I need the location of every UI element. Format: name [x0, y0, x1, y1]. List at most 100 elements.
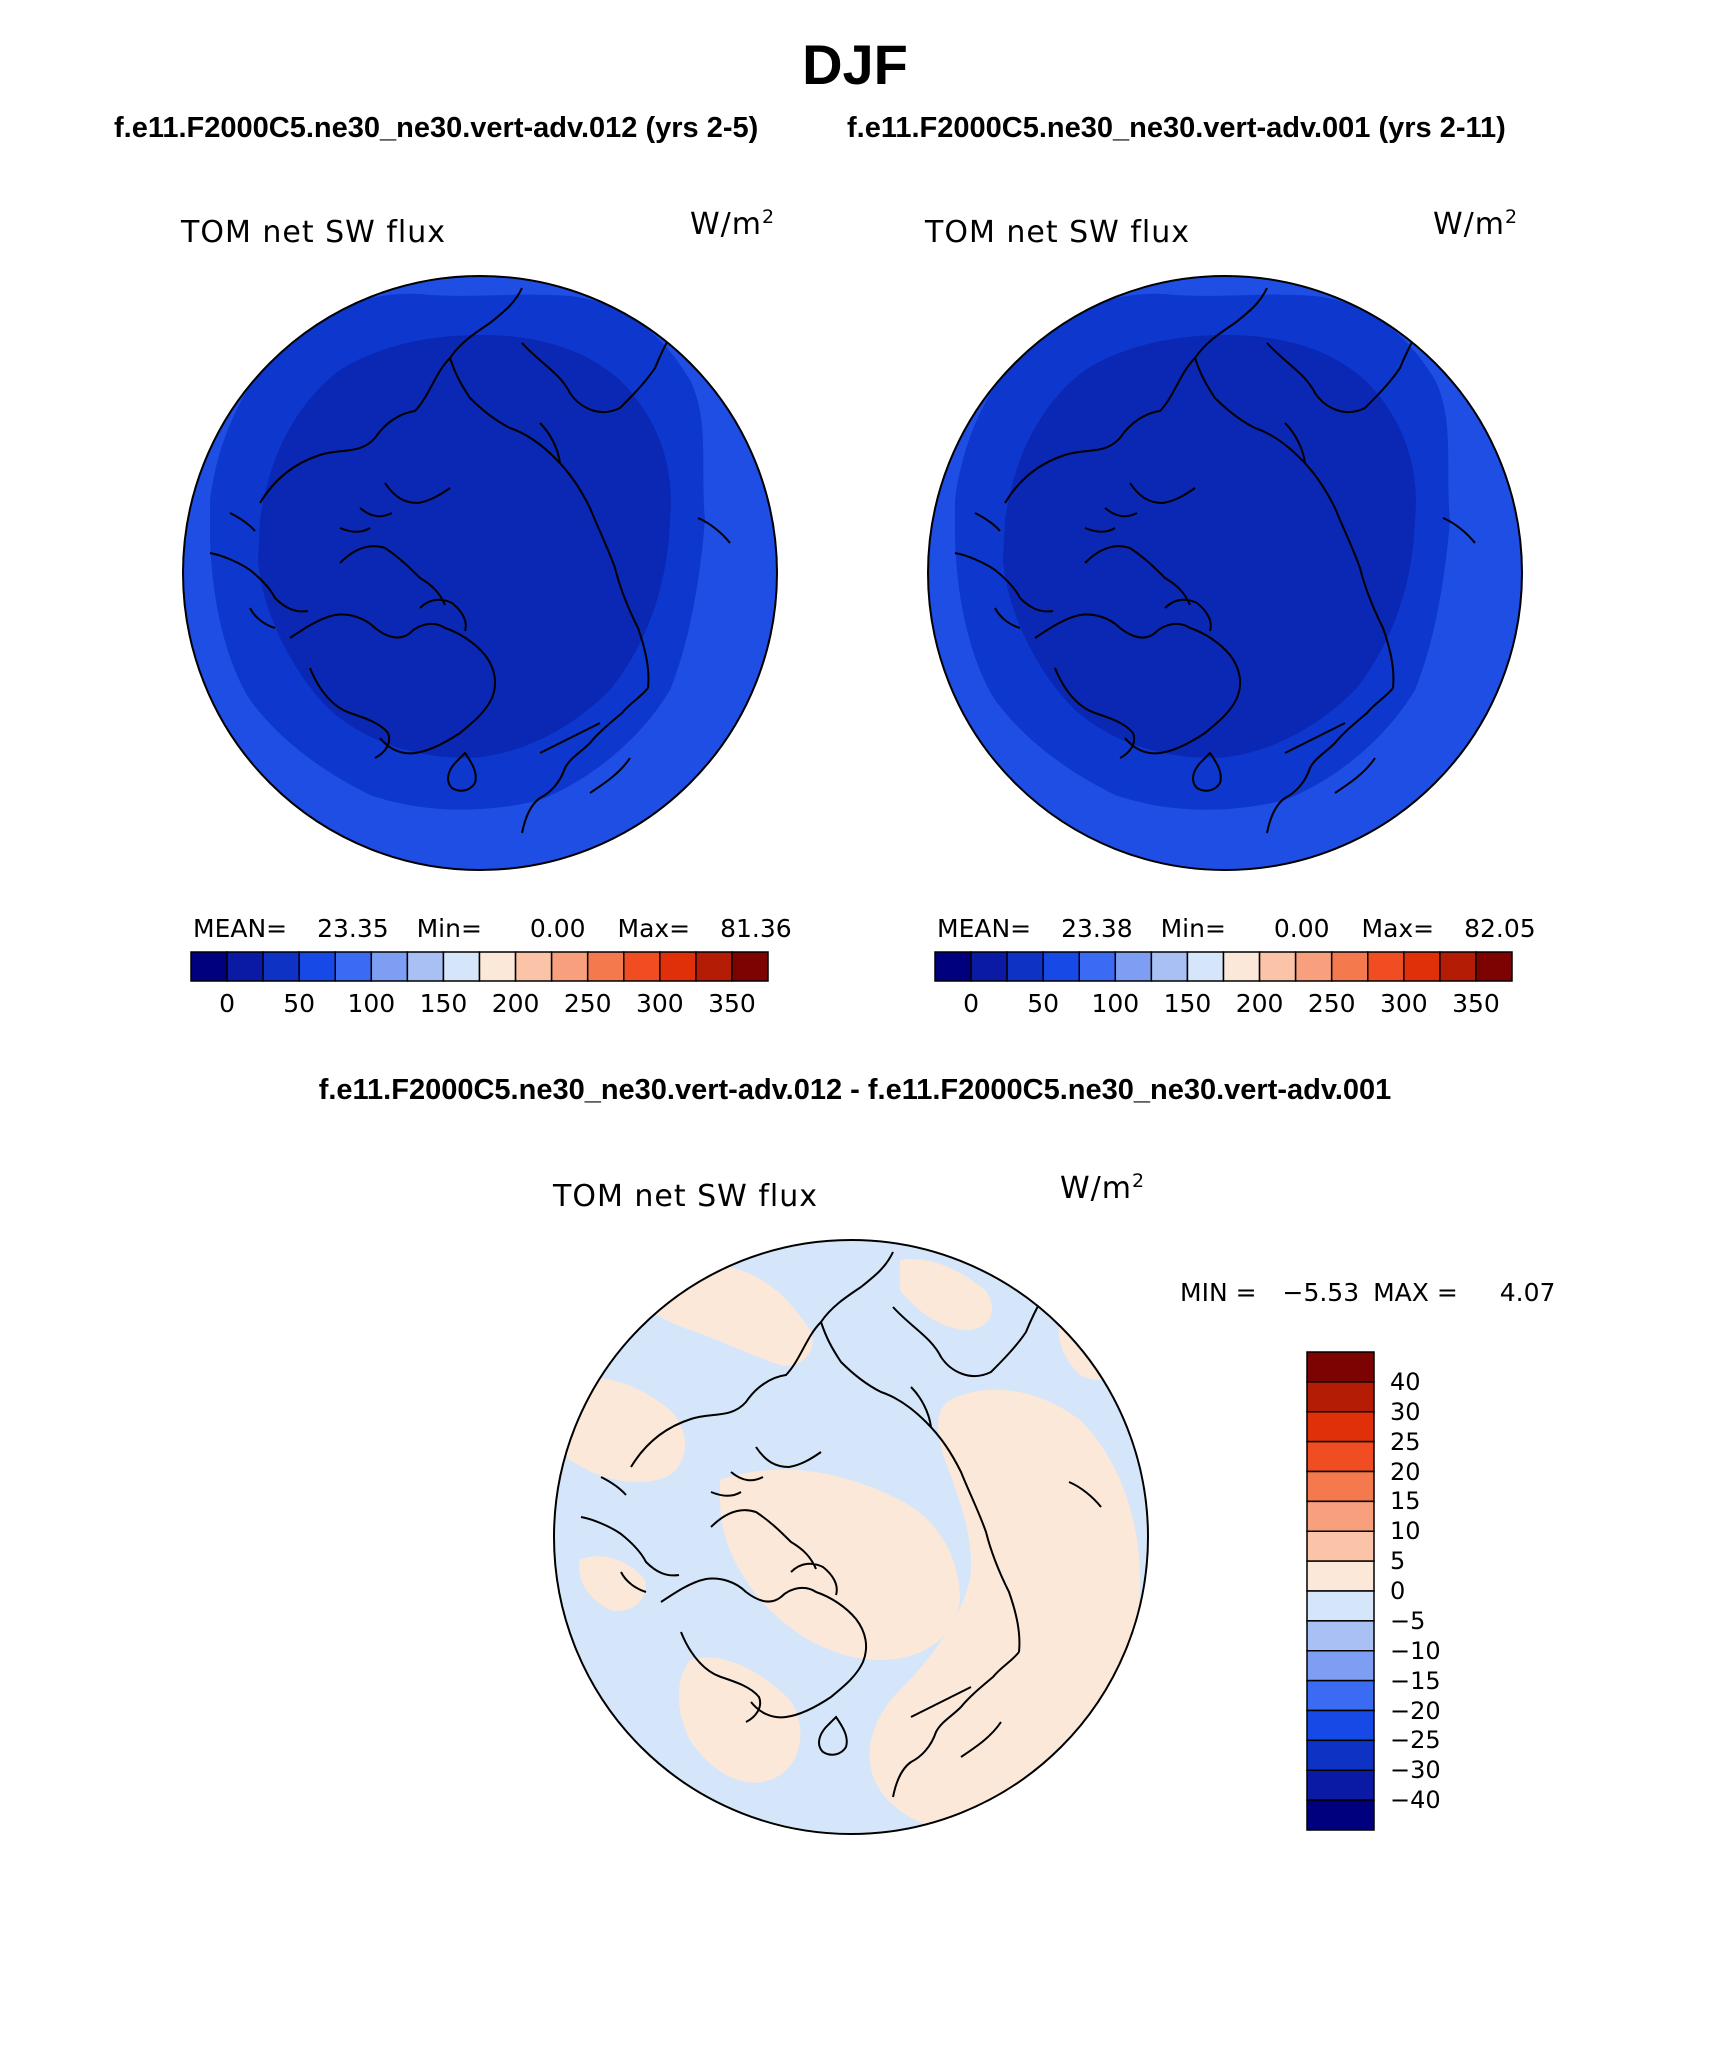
panel-2-colorbar-swatch: [1222, 951, 1261, 982]
panel-1-colorbar-swatch: [442, 951, 481, 982]
diff-colorbar-swatch: [1306, 1381, 1375, 1413]
diff-colorbar-swatch: [1306, 1351, 1375, 1383]
panel-1-colorbar-swatch: [226, 951, 264, 982]
panel-2-colorbar-swatch: [1114, 951, 1153, 982]
panel-1-label: TOM net SW flux: [181, 215, 447, 250]
diff-colorbar-tick-label: 20: [1390, 1457, 1421, 1486]
panel-1-max-label: Max=: [617, 914, 691, 943]
panel-1-colorbar-swatch: [695, 951, 733, 982]
panel-1-colorbar-swatch: [550, 951, 589, 982]
panel-1-stats: MEAN= 23.35 Min= 0.00 Max= 81.36: [193, 914, 792, 943]
panel-2-colorbar-tick-label: 150: [1163, 989, 1212, 1018]
panel-2-colorbar-swatch: [1258, 951, 1297, 982]
panel-1-colorbar-swatch: [334, 951, 373, 982]
panel-1-colorbar-swatch: [262, 951, 300, 982]
panel-header-left: f.e11.F2000C5.ne30_ne30.vert-adv.012 (yr…: [114, 112, 759, 144]
panel-2-colorbar-tick-label: 300: [1379, 989, 1428, 1018]
panel-1-colorbar-tick-label: 350: [708, 989, 756, 1018]
panel-2-colorbar-swatch: [1186, 951, 1225, 982]
panel-1-colorbar-tick-label: 250: [563, 989, 612, 1018]
panel-2-colorbar-tick-label: 0: [963, 989, 980, 1018]
panel-2-colorbar-swatch: [1078, 951, 1117, 982]
panel-1-colorbar-swatch: [586, 951, 625, 982]
panel-2-colorbar-swatch: [1367, 951, 1405, 982]
panel-2-colorbar-swatch: [934, 951, 972, 982]
panel-1-colorbar-tick-label: 100: [347, 989, 396, 1018]
diff-min-label: MIN =: [1180, 1278, 1257, 1307]
diff-colorbar-swatch: [1306, 1799, 1375, 1831]
panel-2-max: 82.05: [1464, 914, 1536, 943]
diff-colorbar-tick-label: −5: [1390, 1606, 1426, 1635]
panel-2-colorbar-tick-label: 200: [1235, 989, 1284, 1018]
panel-2-stats: MEAN= 23.38 Min= 0.00 Max= 82.05: [937, 914, 1536, 943]
panel-1-unit: W/m2: [690, 206, 776, 242]
panel-1-mean: 23.35: [317, 914, 389, 943]
panel-2-inner-band: [1003, 335, 1416, 758]
panel-1-mean-label: MEAN=: [193, 914, 288, 943]
panel-2-colorbar-swatch: [1042, 951, 1080, 982]
diff-colorbar-swatch: [1306, 1709, 1375, 1742]
diff-colorbar-tick-label: 25: [1390, 1427, 1421, 1456]
panel-1-map: [183, 276, 777, 870]
panel-1-colorbar-swatch: [731, 951, 769, 982]
diff-colorbar-swatch: [1306, 1650, 1375, 1682]
panel-1-max: 81.36: [720, 914, 792, 943]
main-title: DJF: [802, 33, 908, 96]
diff-colorbar-tick-label: −20: [1390, 1696, 1441, 1725]
panel-1-min: 0.00: [529, 914, 586, 943]
diff-header: f.e11.F2000C5.ne30_ne30.vert-adv.012 - f…: [318, 1074, 1392, 1106]
diff-map-border: [553, 1239, 1149, 1835]
diff-colorbar-tick-label: −25: [1390, 1726, 1441, 1755]
panel-1-map-border: [182, 275, 778, 871]
diff-colorbar-tick-label: 0: [1390, 1577, 1406, 1605]
panel-1-colorbar-tick-label: 0: [219, 989, 236, 1018]
panel-2-map: [928, 276, 1522, 870]
panel-1-colorbar-swatch: [190, 951, 228, 982]
panel-1-colorbar: [190, 951, 769, 982]
diff-colorbar: [1306, 1351, 1375, 1831]
panel-1-colorbar-swatch: [623, 951, 661, 982]
panel-2-label: TOM net SW flux: [925, 215, 1191, 250]
diff-panel-unit: W/m2: [1060, 1170, 1146, 1206]
panel-2-max-label: Max=: [1361, 914, 1435, 943]
panel-2-colorbar-swatch: [1475, 951, 1513, 982]
diff-colorbar-tick-label: 15: [1390, 1487, 1421, 1516]
diff-colorbar-tick-label: 10: [1390, 1517, 1421, 1546]
panel-2-mean: 23.38: [1061, 914, 1133, 943]
diff-colorbar-swatch: [1306, 1530, 1375, 1562]
diff-colorbar-tick-label: 40: [1390, 1367, 1421, 1396]
panel-2-colorbar: [934, 951, 1513, 982]
panel-2-mean-label: MEAN=: [937, 914, 1032, 943]
panel-1-colorbar-swatch: [478, 951, 517, 982]
diff-colorbar-swatch: [1306, 1411, 1375, 1443]
panel-2-colorbar-swatch: [1439, 951, 1477, 982]
diff-max: 4.07: [1499, 1278, 1556, 1307]
panel-2-min-label: Min=: [1160, 914, 1226, 943]
diff-colorbar-swatch: [1306, 1500, 1375, 1532]
diff-min: −5.53: [1282, 1278, 1360, 1307]
diff-colorbar-swatch: [1306, 1440, 1375, 1473]
diff-colorbar-swatch: [1306, 1560, 1375, 1592]
panel-2-unit: W/m2: [1433, 206, 1519, 242]
panel-1-inner-band: [258, 335, 671, 758]
panel-2-colorbar-swatch: [970, 951, 1008, 982]
diff-max-label: MAX =: [1373, 1278, 1458, 1307]
diff-colorbar-swatch: [1306, 1769, 1375, 1801]
panel-2-colorbar-swatch: [1006, 951, 1044, 982]
diff-colorbar-tick-label: 30: [1390, 1397, 1421, 1426]
diff-panel-label: TOM net SW flux: [553, 1179, 819, 1214]
panel-2-map-border: [927, 275, 1523, 871]
panel-2-colorbar-swatch: [1330, 951, 1369, 982]
diff-colorbar-swatch: [1306, 1590, 1375, 1622]
panel-header-right: f.e11.F2000C5.ne30_ne30.vert-adv.001 (yr…: [847, 112, 1506, 144]
panel-2-colorbar-swatch: [1403, 951, 1441, 982]
panel-1-colorbar-swatch: [514, 951, 553, 982]
panel-1-colorbar-swatch: [406, 951, 445, 982]
diff-colorbar-tick-label: 5: [1390, 1547, 1406, 1576]
panel-1-colorbar-swatch: [659, 951, 697, 982]
diff-colorbar-swatch: [1306, 1470, 1375, 1503]
panel-2-colorbar-tick-label: 50: [1027, 989, 1060, 1018]
panel-2-min: 0.00: [1273, 914, 1330, 943]
panel-2-colorbar-swatch: [1294, 951, 1333, 982]
